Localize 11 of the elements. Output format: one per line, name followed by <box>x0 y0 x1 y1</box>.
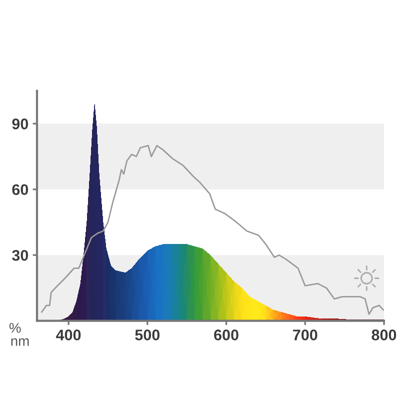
y-tick-label: 60 <box>12 184 28 196</box>
y-axis-title: % <box>9 323 21 333</box>
x-tick-label: 600 <box>214 330 238 340</box>
y-tick-label: 90 <box>12 118 28 130</box>
x-tick-label: 700 <box>293 330 318 340</box>
x-tick-label: 500 <box>135 330 160 340</box>
x-axis-title: nm <box>11 338 29 346</box>
x-tick-label: 800 <box>372 330 396 340</box>
x-tick-label: 400 <box>56 330 81 340</box>
line-series <box>41 144 384 315</box>
y-tick-label: 30 <box>12 250 28 261</box>
